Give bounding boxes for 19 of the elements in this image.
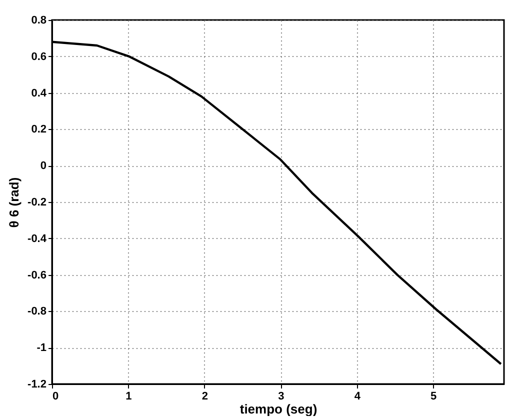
y-tick-label: -1 bbox=[36, 342, 46, 354]
y-tick-label: 0.4 bbox=[31, 87, 48, 100]
x-axis-title: tiempo (seg) bbox=[240, 402, 318, 416]
y-tick-label: -1.2 bbox=[28, 378, 46, 390]
y-tick-label: -0.8 bbox=[28, 306, 46, 318]
y-tick-label: 0.2 bbox=[31, 124, 46, 136]
y-axis-title: θ 6 (rad) bbox=[6, 177, 22, 228]
x-tick-label: 2 bbox=[202, 390, 208, 402]
y-tick-label: -0.4 bbox=[28, 232, 48, 245]
x-tick-label: 0 bbox=[52, 390, 59, 402]
x-tick-label: 4 bbox=[354, 390, 362, 402]
y-tick-label: 0.8 bbox=[31, 14, 46, 26]
y-tick-label: -0.2 bbox=[28, 196, 46, 208]
y-tick-label: 0 bbox=[40, 160, 46, 172]
y-tick-label: 0.6 bbox=[31, 50, 46, 63]
x-tick-label: 1 bbox=[126, 390, 132, 402]
x-tick-label: 5 bbox=[430, 390, 437, 402]
x-tick-label: 3 bbox=[278, 390, 284, 402]
y-tick-label: -0.6 bbox=[28, 269, 46, 282]
